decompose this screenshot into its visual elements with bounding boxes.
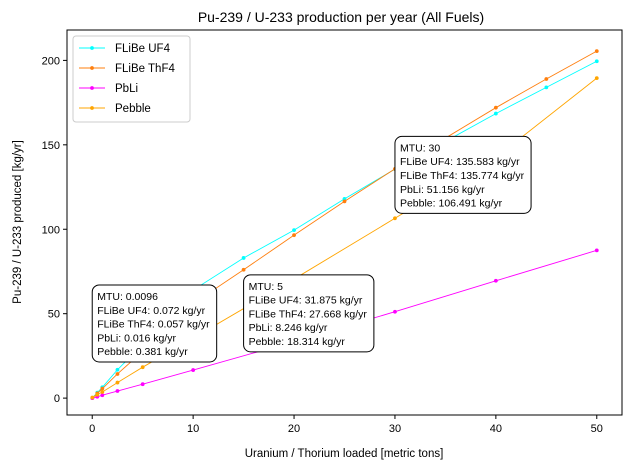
annotation-line: MTU: 0.0096 [97, 291, 158, 303]
annotation-line: PbLi: 51.156 kg/yr [400, 184, 485, 196]
x-tick-label: 20 [288, 423, 300, 435]
data-point [90, 395, 95, 400]
axis-ticks: 0 10 20 30 40 50 0 50 100 150 200 [42, 55, 603, 435]
annotation-box: MTU: 0.0096 FLiBe UF4: 0.072 kg/yr FLiBe T… [91, 284, 218, 363]
y-tick-label: 50 [48, 309, 60, 321]
series-pbli [90, 248, 599, 400]
data-point [241, 256, 246, 260]
legend-frame [72, 35, 191, 123]
data-point [393, 309, 397, 314]
data-point [140, 382, 145, 387]
annotation-line: PbLi: 0.016 kg/yr [97, 332, 176, 344]
legend-swatch-marker [90, 106, 94, 110]
data-point [292, 228, 296, 232]
data-point [594, 49, 599, 54]
data-point [100, 386, 105, 391]
axes-frame [66, 29, 623, 416]
annotation-frame [243, 274, 375, 353]
data-point [342, 199, 347, 204]
legend: FLiBe UF4 FLiBe ThF4 PbLi Pebble [72, 35, 191, 123]
annotation-frame [394, 135, 532, 214]
x-tick-label: 0 [89, 423, 95, 435]
data-point [115, 367, 120, 372]
annotations: MTU: 0.0096 FLiBe UF4: 0.072 kg/yr FLiBe T… [91, 135, 532, 363]
annotation-line: FLiBe UF4: 0.072 kg/yr [97, 305, 205, 317]
legend-label: FLiBe UF4 [115, 43, 171, 55]
data-point [191, 368, 196, 372]
data-point [594, 248, 599, 253]
legend-entry: Pebble [79, 103, 151, 115]
y-axis-label: Pu-239 / U-233 produced [kg/yr] [12, 140, 24, 304]
data-point [493, 111, 498, 116]
y-tick-label: 0 [54, 393, 60, 405]
data-point [100, 390, 105, 394]
x-axis-label: Uranium / Thorium loaded [metric tons] [245, 448, 444, 460]
data-point [115, 389, 120, 393]
annotation-frame [91, 284, 218, 363]
annotation-line: PbLi: 8.246 kg/yr [249, 322, 328, 334]
data-point [493, 278, 498, 283]
y-tick-label: 200 [42, 55, 60, 67]
legend-label: Pebble [115, 103, 151, 115]
series-line [92, 249, 597, 399]
x-tick-label: 10 [187, 423, 199, 435]
legend-label: FLiBe ThF4 [115, 63, 175, 75]
data-point [292, 233, 296, 238]
annotation-line: FLiBe ThF4: 27.668 kg/yr [249, 308, 368, 320]
annotation-line: FLiBe UF4: 135.583 kg/yr [400, 156, 520, 168]
legend-swatch-marker [90, 86, 94, 90]
legend-entry: PbLi [79, 83, 138, 95]
x-tick-label: 30 [389, 423, 401, 435]
data-point [594, 76, 599, 81]
data-point [115, 372, 120, 376]
annotation-line: FLiBe ThF4: 0.057 kg/yr [97, 319, 210, 331]
data-point [100, 393, 105, 398]
chart-title: Pu-239 / U-233 production per year (All … [198, 9, 484, 25]
legend-entry: FLiBe ThF4 [79, 63, 175, 75]
annotation-line: MTU: 5 [249, 281, 284, 293]
annotation-line: Pebble: 0.381 kg/yr [97, 346, 188, 358]
legend-entry: FLiBe UF4 [79, 43, 171, 55]
annotation-line: FLiBe UF4: 31.875 kg/yr [249, 295, 363, 307]
data-point [393, 216, 397, 221]
y-tick-label: 100 [42, 224, 60, 236]
annotation-line: MTU: 30 [400, 142, 440, 154]
data-point [493, 105, 498, 110]
series-line [92, 50, 597, 399]
data-point [594, 59, 599, 64]
legend-label: PbLi [115, 83, 138, 95]
y-tick-label: 150 [42, 140, 60, 152]
data-point [544, 85, 549, 90]
x-tick-label: 50 [591, 423, 603, 435]
series-line [91, 60, 597, 399]
annotation-line: FLiBe ThF4: 135.774 kg/yr [400, 170, 525, 182]
data-point [95, 392, 100, 397]
data-point [241, 267, 246, 272]
annotation-line: Pebble: 106.491 kg/yr [400, 198, 503, 210]
data-point [140, 365, 145, 370]
legend-swatch-marker [90, 46, 94, 50]
x-tick-label: 40 [490, 423, 502, 435]
data-point [544, 77, 549, 81]
annotation-box: MTU: 30 FLiBe UF4: 135.583 kg/yr FLiBe ThF… [394, 135, 532, 214]
annotation-line: Pebble: 18.314 kg/yr [249, 336, 346, 348]
data-point [115, 380, 120, 385]
legend-swatch-marker [90, 66, 94, 70]
